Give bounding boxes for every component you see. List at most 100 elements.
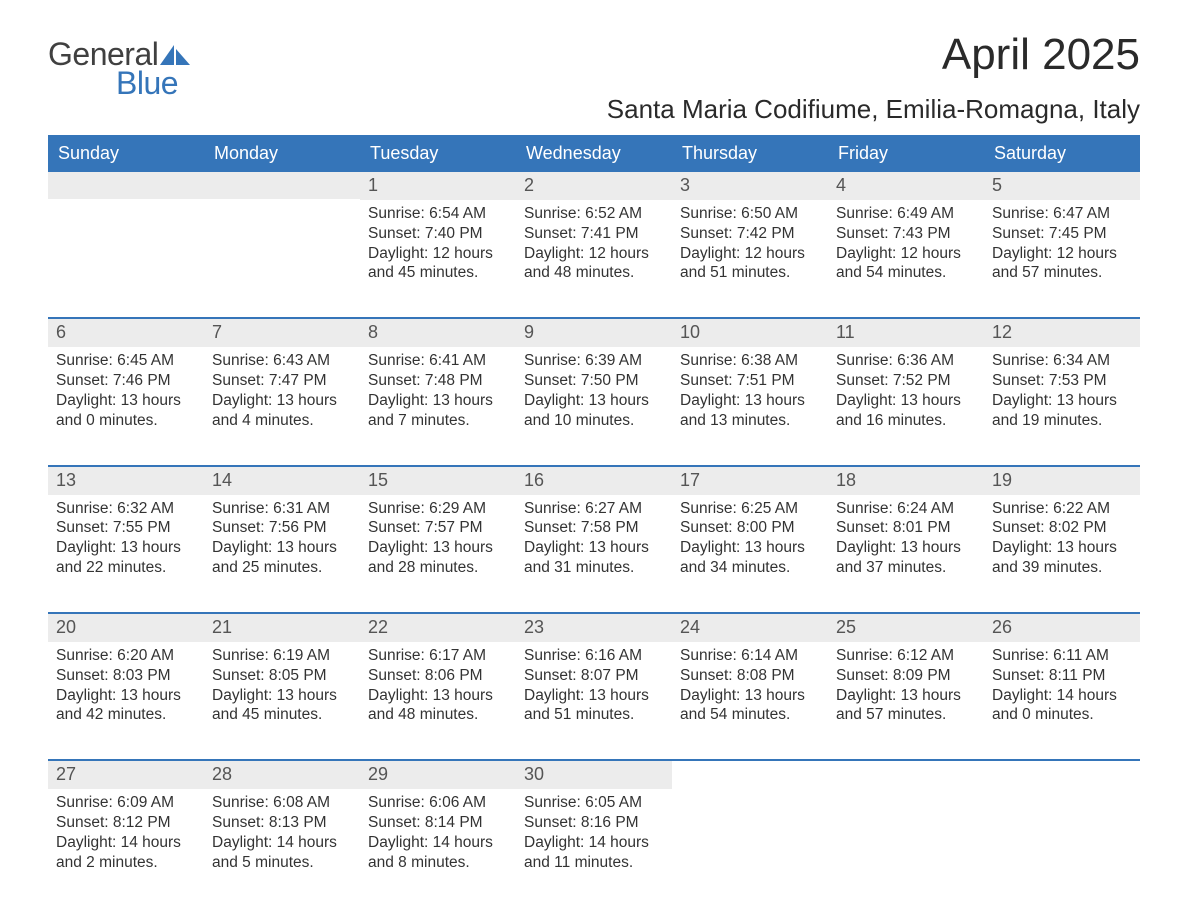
daylight2-text: and 7 minutes. [368, 411, 508, 431]
sunrise-text: Sunrise: 6:32 AM [56, 499, 196, 519]
sunrise-text: Sunrise: 6:09 AM [56, 793, 196, 813]
daylight2-text: and 48 minutes. [368, 705, 508, 725]
daylight1-text: Daylight: 13 hours [368, 686, 508, 706]
sunset-text: Sunset: 7:46 PM [56, 371, 196, 391]
sunrise-text: Sunrise: 6:19 AM [212, 646, 352, 666]
calendar-cell: 16Sunrise: 6:27 AMSunset: 7:58 PMDayligh… [516, 467, 672, 584]
day-number: 3 [672, 172, 828, 200]
daylight2-text: and 31 minutes. [524, 558, 664, 578]
logo-word-blue: Blue [116, 65, 190, 102]
dayhead-mon: Monday [204, 135, 360, 172]
daylight2-text: and 4 minutes. [212, 411, 352, 431]
sunset-text: Sunset: 7:58 PM [524, 518, 664, 538]
daylight1-text: Daylight: 13 hours [836, 391, 976, 411]
day-number: 12 [984, 319, 1140, 347]
daylight1-text: Daylight: 13 hours [212, 686, 352, 706]
sunset-text: Sunset: 8:11 PM [992, 666, 1132, 686]
sunset-text: Sunset: 8:06 PM [368, 666, 508, 686]
sunset-text: Sunset: 7:53 PM [992, 371, 1132, 391]
cell-body: Sunrise: 6:19 AMSunset: 8:05 PMDaylight:… [204, 642, 360, 731]
sunrise-text: Sunrise: 6:24 AM [836, 499, 976, 519]
dayhead-sat: Saturday [984, 135, 1140, 172]
daylight1-text: Daylight: 13 hours [524, 391, 664, 411]
day-number: 27 [48, 761, 204, 789]
calendar-cell: 11Sunrise: 6:36 AMSunset: 7:52 PMDayligh… [828, 319, 984, 436]
calendar-cell: 6Sunrise: 6:45 AMSunset: 7:46 PMDaylight… [48, 319, 204, 436]
sunset-text: Sunset: 8:12 PM [56, 813, 196, 833]
sunrise-text: Sunrise: 6:22 AM [992, 499, 1132, 519]
sunrise-text: Sunrise: 6:17 AM [368, 646, 508, 666]
daylight2-text: and 45 minutes. [212, 705, 352, 725]
week-gap [48, 437, 1140, 465]
daylight1-text: Daylight: 13 hours [212, 391, 352, 411]
daylight2-text: and 11 minutes. [524, 853, 664, 873]
sunset-text: Sunset: 8:05 PM [212, 666, 352, 686]
sunrise-text: Sunrise: 6:47 AM [992, 204, 1132, 224]
sunrise-text: Sunrise: 6:08 AM [212, 793, 352, 813]
calendar-cell: 2Sunrise: 6:52 AMSunset: 7:41 PMDaylight… [516, 172, 672, 289]
daylight2-text: and 2 minutes. [56, 853, 196, 873]
daylight2-text: and 34 minutes. [680, 558, 820, 578]
calendar-cell: 22Sunrise: 6:17 AMSunset: 8:06 PMDayligh… [360, 614, 516, 731]
day-number: 16 [516, 467, 672, 495]
sunrise-text: Sunrise: 6:49 AM [836, 204, 976, 224]
sunset-text: Sunset: 7:57 PM [368, 518, 508, 538]
sunrise-text: Sunrise: 6:39 AM [524, 351, 664, 371]
cell-body: Sunrise: 6:32 AMSunset: 7:55 PMDaylight:… [48, 495, 204, 584]
sunrise-text: Sunrise: 6:43 AM [212, 351, 352, 371]
daylight1-text: Daylight: 13 hours [680, 686, 820, 706]
daylight1-text: Daylight: 14 hours [992, 686, 1132, 706]
day-number: 14 [204, 467, 360, 495]
calendar-cell: 5Sunrise: 6:47 AMSunset: 7:45 PMDaylight… [984, 172, 1140, 289]
calendar-cell: 13Sunrise: 6:32 AMSunset: 7:55 PMDayligh… [48, 467, 204, 584]
daylight2-text: and 45 minutes. [368, 263, 508, 283]
daylight1-text: Daylight: 13 hours [680, 391, 820, 411]
day-number: 15 [360, 467, 516, 495]
daylight2-text: and 39 minutes. [992, 558, 1132, 578]
cell-body: Sunrise: 6:24 AMSunset: 8:01 PMDaylight:… [828, 495, 984, 584]
daylight2-text: and 5 minutes. [212, 853, 352, 873]
sunrise-text: Sunrise: 6:41 AM [368, 351, 508, 371]
daylight2-text: and 57 minutes. [992, 263, 1132, 283]
sunset-text: Sunset: 7:40 PM [368, 224, 508, 244]
sunrise-text: Sunrise: 6:11 AM [992, 646, 1132, 666]
sunrise-text: Sunrise: 6:31 AM [212, 499, 352, 519]
daylight1-text: Daylight: 14 hours [212, 833, 352, 853]
sunrise-text: Sunrise: 6:20 AM [56, 646, 196, 666]
daylight1-text: Daylight: 14 hours [56, 833, 196, 853]
cell-body: Sunrise: 6:38 AMSunset: 7:51 PMDaylight:… [672, 347, 828, 436]
daylight1-text: Daylight: 13 hours [524, 538, 664, 558]
cell-body: Sunrise: 6:11 AMSunset: 8:11 PMDaylight:… [984, 642, 1140, 731]
daylight2-text: and 25 minutes. [212, 558, 352, 578]
calendar-cell: 8Sunrise: 6:41 AMSunset: 7:48 PMDaylight… [360, 319, 516, 436]
week-row: 1Sunrise: 6:54 AMSunset: 7:40 PMDaylight… [48, 172, 1140, 289]
day-number: 10 [672, 319, 828, 347]
sunset-text: Sunset: 7:55 PM [56, 518, 196, 538]
calendar-cell: 28Sunrise: 6:08 AMSunset: 8:13 PMDayligh… [204, 761, 360, 878]
daylight2-text: and 54 minutes. [680, 705, 820, 725]
daylight1-text: Daylight: 13 hours [836, 538, 976, 558]
day-number: 7 [204, 319, 360, 347]
daylight2-text: and 51 minutes. [524, 705, 664, 725]
daylight1-text: Daylight: 12 hours [836, 244, 976, 264]
calendar-cell [672, 761, 828, 878]
cell-body: Sunrise: 6:27 AMSunset: 7:58 PMDaylight:… [516, 495, 672, 584]
sunset-text: Sunset: 7:52 PM [836, 371, 976, 391]
daylight2-text: and 8 minutes. [368, 853, 508, 873]
daylight2-text: and 0 minutes. [56, 411, 196, 431]
day-number: 19 [984, 467, 1140, 495]
day-number: 28 [204, 761, 360, 789]
calendar-cell [828, 761, 984, 878]
calendar-cell: 20Sunrise: 6:20 AMSunset: 8:03 PMDayligh… [48, 614, 204, 731]
day-number: 1 [360, 172, 516, 200]
day-number: 29 [360, 761, 516, 789]
week-row: 13Sunrise: 6:32 AMSunset: 7:55 PMDayligh… [48, 465, 1140, 584]
sunrise-text: Sunrise: 6:52 AM [524, 204, 664, 224]
cell-body: Sunrise: 6:47 AMSunset: 7:45 PMDaylight:… [984, 200, 1140, 289]
day-number: 24 [672, 614, 828, 642]
calendar-cell [204, 172, 360, 289]
calendar-cell: 12Sunrise: 6:34 AMSunset: 7:53 PMDayligh… [984, 319, 1140, 436]
cell-body: Sunrise: 6:54 AMSunset: 7:40 PMDaylight:… [360, 200, 516, 289]
calendar-cell [48, 172, 204, 289]
calendar-cell: 23Sunrise: 6:16 AMSunset: 8:07 PMDayligh… [516, 614, 672, 731]
